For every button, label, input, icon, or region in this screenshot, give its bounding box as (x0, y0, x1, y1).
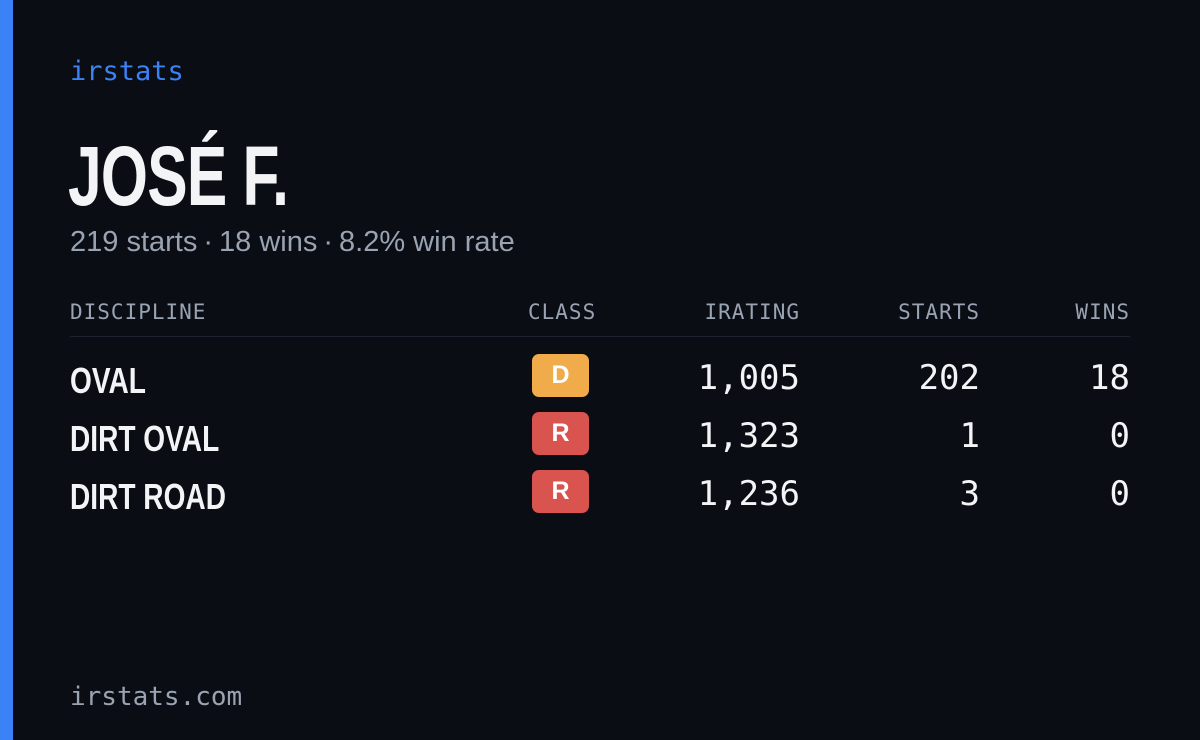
driver-summary: 219 starts · 18 wins · 8.2% win rate (70, 226, 515, 259)
header-irating: IRATING (704, 300, 800, 324)
footer-domain: irstats.com (70, 682, 243, 712)
summary-starts: 219 starts (70, 226, 198, 258)
wins-value: 0 (1109, 474, 1130, 514)
table-row-dirt-oval: DIRT OVAL R 1,323 1 0 (70, 412, 1130, 459)
summary-win-rate: 8.2% win rate (339, 226, 515, 258)
driver-name: JOSÉ F. (68, 129, 289, 223)
irating-value: 1,005 (697, 358, 800, 398)
table-header: DISCIPLINE CLASS IRATING STARTS WINS (70, 300, 1130, 337)
header-starts: STARTS (898, 300, 980, 324)
discipline-label: DIRT OVAL (70, 418, 220, 459)
irating-value: 1,236 (697, 474, 800, 514)
wins-value: 0 (1109, 416, 1130, 456)
discipline-label: DIRT ROAD (70, 476, 226, 517)
class-badge: D (532, 354, 589, 397)
starts-value: 202 (918, 358, 980, 398)
summary-separator: · (203, 226, 214, 258)
header-discipline: DISCIPLINE (70, 300, 207, 324)
starts-value: 1 (959, 416, 980, 456)
class-badge: R (532, 470, 589, 513)
summary-separator: · (323, 226, 334, 258)
summary-wins: 18 wins (219, 226, 318, 258)
brand-logo-text: irstats (70, 56, 184, 87)
table-row-oval: OVAL D 1,005 202 18 (70, 354, 1130, 401)
header-wins: WINS (1075, 300, 1130, 324)
irating-value: 1,323 (697, 416, 800, 456)
discipline-label: OVAL (70, 360, 146, 401)
class-badge: R (532, 412, 589, 455)
accent-bar (0, 0, 13, 740)
table-row-dirt-road: DIRT ROAD R 1,236 3 0 (70, 470, 1130, 517)
starts-value: 3 (959, 474, 980, 514)
wins-value: 18 (1089, 358, 1130, 398)
header-class: CLASS (528, 300, 597, 324)
